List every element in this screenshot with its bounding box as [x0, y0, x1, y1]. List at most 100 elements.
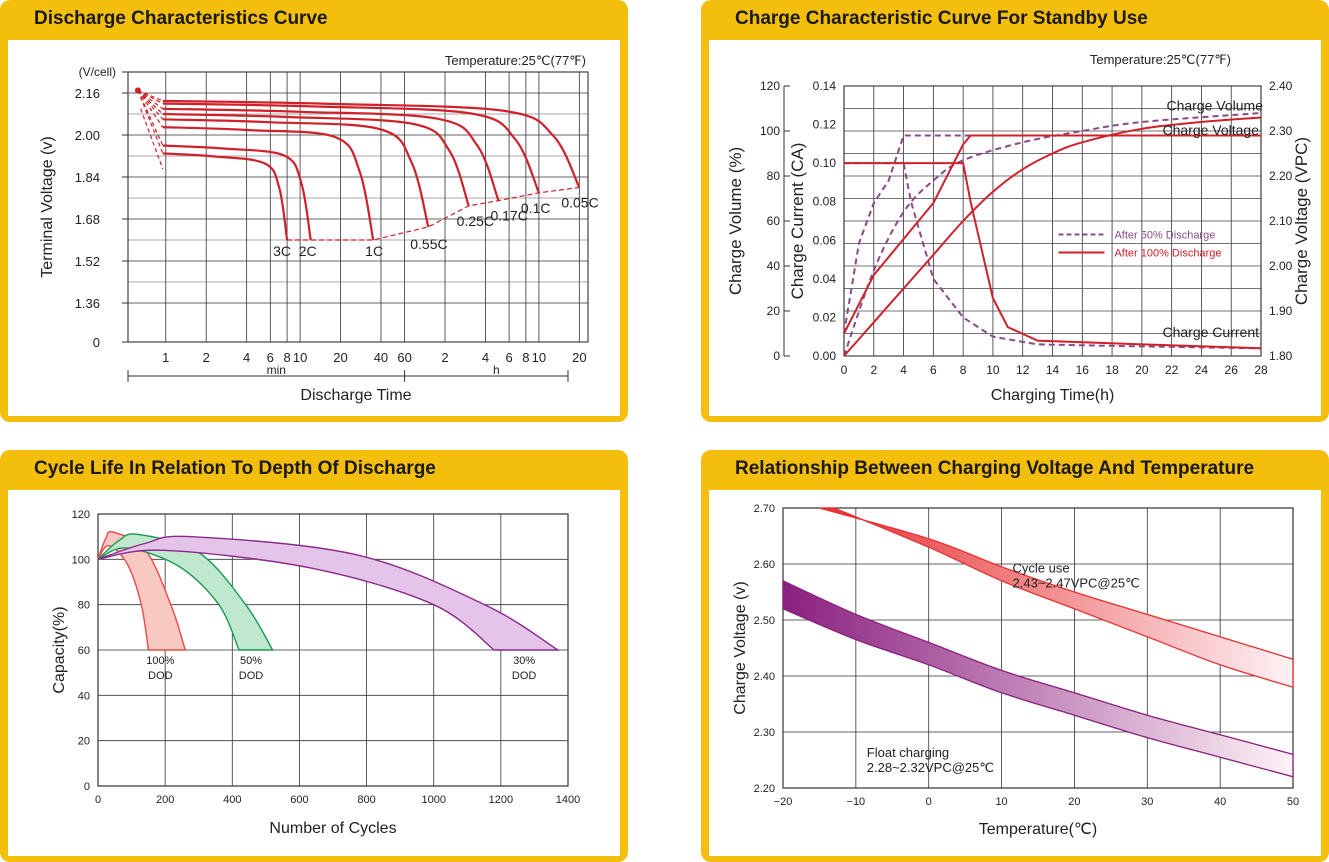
- current-tick-label: 0.14: [813, 79, 837, 93]
- x-axis-title: Discharge Time: [300, 387, 411, 404]
- x-tick-label: 14: [1046, 363, 1060, 377]
- x-tick-label: 40: [374, 350, 388, 365]
- x-tick-label: 600: [290, 794, 308, 806]
- x-tick-label: 6: [267, 350, 274, 365]
- y-tick-label: 2.40: [754, 671, 775, 683]
- current-tick-label: 0.04: [813, 272, 837, 286]
- curve-label-0_17C: 0.17C: [490, 208, 527, 224]
- label-cycle-use-spec: 2.43~2.47VPC@25℃: [1013, 575, 1140, 590]
- current-axis-title: Charge Current (CA): [788, 143, 807, 300]
- temperature-chart: −20 −10 0 10 20 30 40 50 2.20 2.30 2.40 2.50 2.60 2.7…: [732, 503, 1299, 838]
- x-tick-label: 30: [1141, 796, 1153, 808]
- temperature-panel: Relationship Between Charging Voltage An…: [701, 450, 1329, 862]
- discharge-panel: Discharge Characteristics Curve 1 2 4 6 8 10 2…: [0, 0, 628, 422]
- current-tick-label: 0.06: [813, 233, 837, 247]
- x-tick-label: 20: [333, 350, 347, 365]
- volume-axis-title: Charge Volume (%): [726, 147, 745, 295]
- y-tick-label: 2.20: [754, 783, 775, 795]
- x-axis-title: Number of Cycles: [269, 820, 396, 837]
- y-tick-label: 60: [78, 645, 90, 657]
- x-tick-label: 10: [532, 350, 546, 365]
- x-tick-label: 8: [960, 363, 967, 377]
- x-axis-title: Temperature(℃): [979, 821, 1097, 838]
- temperature-label: Temperature:25℃(77℉): [1090, 52, 1231, 67]
- start-dash: [137, 90, 164, 154]
- y-tick-label: 80: [78, 600, 90, 612]
- x-tick-label: 24: [1195, 363, 1209, 377]
- x-tick-label: 6: [505, 350, 512, 365]
- x-tick-label: 1200: [489, 794, 513, 806]
- x-tick-label: 4: [482, 350, 489, 365]
- volume-tick-label: 80: [767, 169, 781, 183]
- current-tick-label: 0.12: [813, 118, 837, 132]
- x-tick-label: 1000: [421, 794, 445, 806]
- curve-0_17C: [162, 107, 500, 202]
- discharge-title: Discharge Characteristics Curve: [34, 8, 328, 29]
- x-tick-label: 200: [156, 794, 174, 806]
- x-tick-label: 4: [900, 363, 907, 377]
- y-tick-label: 120: [72, 509, 90, 521]
- y-unit-label: (V/cell): [79, 65, 116, 79]
- y-tick-label: 2.70: [754, 503, 775, 515]
- x-tick-label: 1400: [556, 794, 580, 806]
- x-tick-label: 1: [162, 350, 169, 365]
- band-label-bottom: DOD: [239, 670, 264, 682]
- x-tick-label: 0: [926, 796, 932, 808]
- curve-label-0_1C: 0.1C: [521, 200, 551, 216]
- curve-label-2C: 2C: [299, 243, 317, 259]
- discharge-chart: 1 2 4 6 8 10 20 40 60 2 4 6 8 10 202.162.001.841.681.5…: [39, 53, 599, 404]
- x-tick-label: −10: [847, 796, 866, 808]
- y-tick-label: 0: [84, 781, 90, 793]
- y-tick-label: 40: [78, 690, 90, 702]
- volume-tick-label: 0: [773, 349, 780, 363]
- y-tick-label: 2.60: [754, 559, 775, 571]
- y-tick-label: 2.16: [75, 86, 100, 101]
- charge-chart: 0 2 4 6 8 10 12 14 16 18 20 22 24 26 28020406080100120…: [726, 52, 1311, 404]
- y-tick-label: 2.30: [754, 727, 775, 739]
- discharge-chart-area: 1 2 4 6 8 10 20 40 60 2 4 6 8 10 20 2.16 2.00 1.84 1.68 1.5…: [8, 40, 620, 416]
- current-tick-label: 0.02: [813, 310, 837, 324]
- x-tick-label: 22: [1165, 363, 1179, 377]
- label-float-spec: 2.28~2.32VPC@25℃: [867, 760, 994, 775]
- temperature-title: Relationship Between Charging Voltage An…: [735, 458, 1255, 479]
- annotation-charge-volume: Charge Volume: [1166, 97, 1263, 113]
- y-axis-title: Charge Voltage (v): [732, 581, 749, 714]
- curve-label-3C: 3C: [273, 243, 291, 259]
- band-cycle-use: [819, 507, 1294, 689]
- temperature-chart-area: −20 −10 0 10 20 30 40 50 2.20 2.30 2.40 2.50 2.60 2.7…: [709, 490, 1321, 856]
- voltage-tick-label: 2.30: [1269, 124, 1293, 138]
- curve-label-0_55C: 0.55C: [410, 236, 447, 252]
- series-charge-voltage-50: [843, 134, 1261, 334]
- current-tick-label: 0.00: [813, 349, 837, 363]
- plot-frame: [127, 71, 589, 343]
- series-charge-volume-100: [843, 116, 1262, 357]
- y-tick-label: 100: [72, 554, 90, 566]
- cutoff-dash-start: [140, 108, 164, 170]
- series-charge-volume-50: [843, 112, 1262, 357]
- y-tick-label: 2.00: [75, 128, 100, 143]
- cycle-panel: Cycle Life In Relation To Depth Of Disch…: [0, 450, 628, 862]
- x-tick-label: 20: [572, 350, 586, 365]
- x-tick-label: 10: [986, 363, 1000, 377]
- charge-chart-area: 0 2 4 6 8 10 12 14 16 18 20 22 24 26 28 0 20 40 60 80 100 120…: [709, 40, 1321, 416]
- volume-tick-label: 100: [760, 124, 780, 138]
- x-tick-label: 20: [1068, 796, 1080, 808]
- x-tick-label: 12: [1016, 363, 1030, 377]
- charge-title: Charge Characteristic Curve For Standby …: [735, 8, 1148, 29]
- x-tick-label: −20: [774, 796, 793, 808]
- curve-0_55C: [162, 118, 430, 228]
- charge-panel: Charge Characteristic Curve For Standby …: [701, 0, 1329, 422]
- x-tick-label: 8: [283, 350, 290, 365]
- band-label-top: 30%: [513, 655, 535, 667]
- x-tick-label: 2: [203, 350, 210, 365]
- voltage-tick-label: 2.20: [1269, 169, 1293, 183]
- band-label-bottom: DOD: [148, 670, 173, 682]
- curve-2C: [162, 144, 312, 241]
- x-tick-label: 20: [1135, 363, 1149, 377]
- curve-0_25C: [162, 112, 470, 207]
- band-label-top: 100%: [146, 655, 174, 667]
- start-dash: [137, 89, 164, 110]
- label-cycle-use: Cycle use: [1013, 560, 1070, 575]
- x-tick-label: 10: [995, 796, 1007, 808]
- volume-tick-label: 40: [767, 259, 781, 273]
